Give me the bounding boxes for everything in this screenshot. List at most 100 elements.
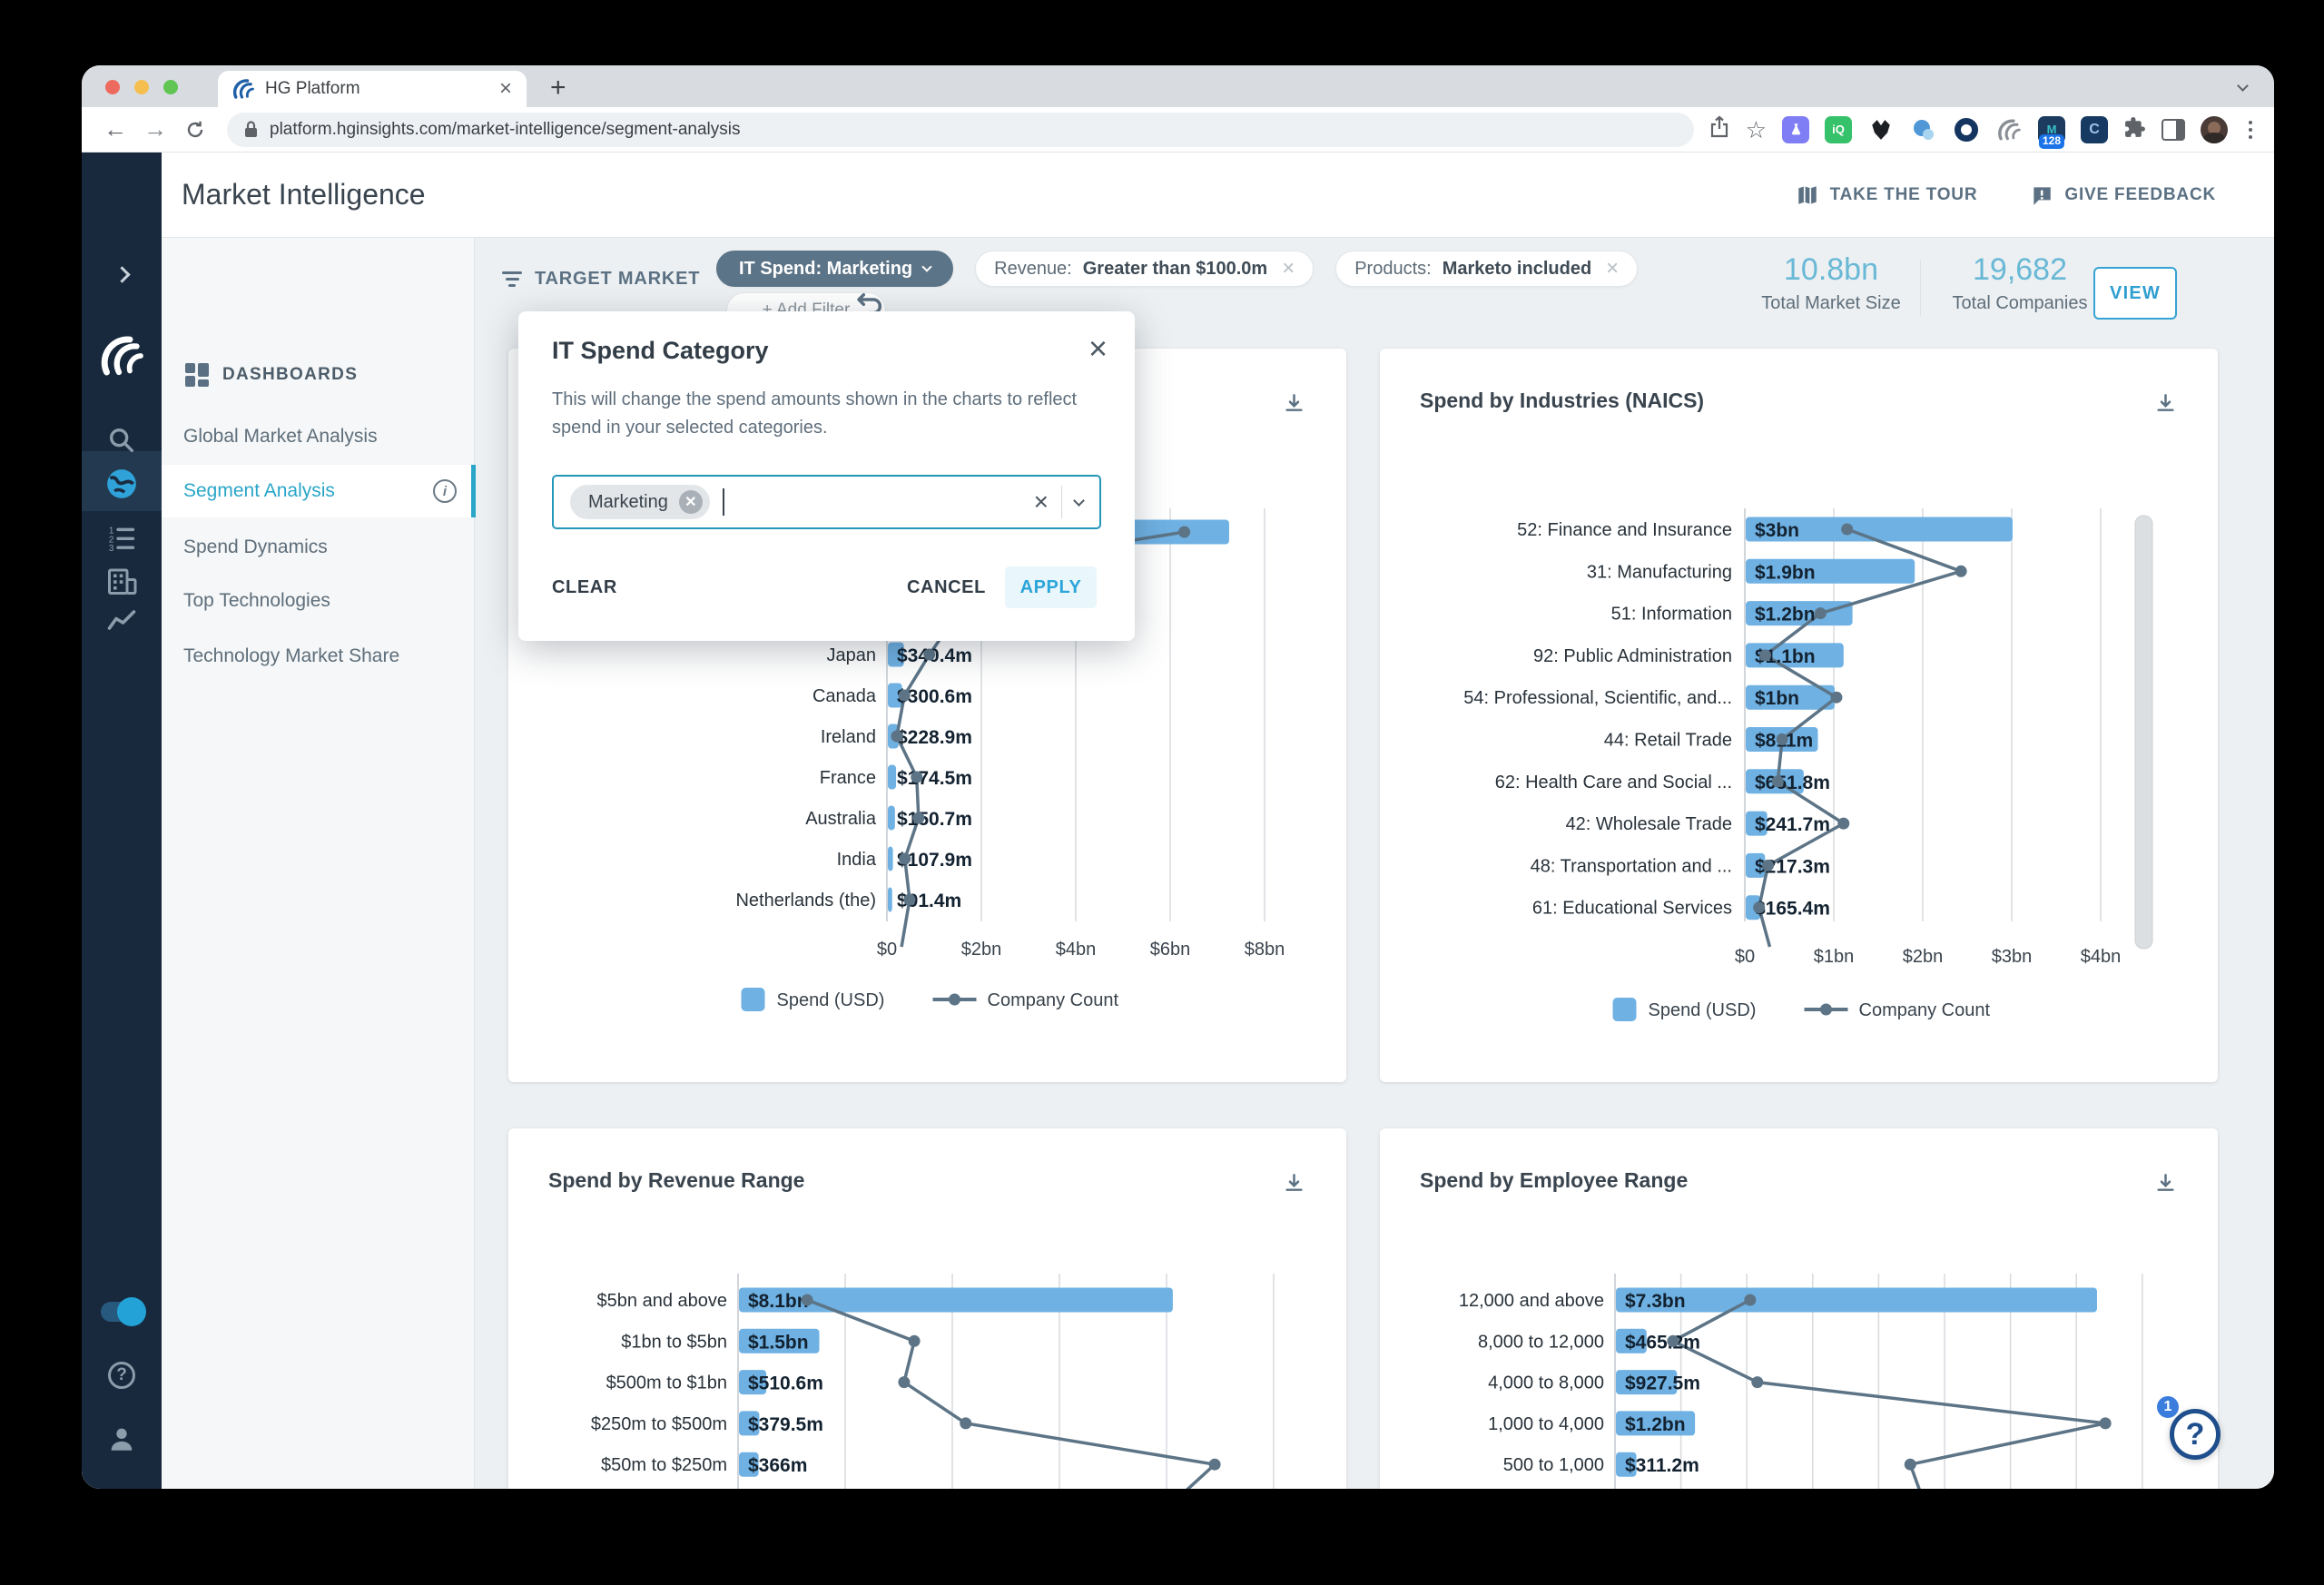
remove-filter-icon[interactable]: × [1282,256,1295,281]
side-panel-icon[interactable] [2162,118,2185,141]
spend-value-label: $366m [748,1455,807,1476]
extension-hg-icon[interactable] [1995,116,2023,143]
extension-iq-icon[interactable]: iQ [1825,115,1852,143]
category-label: $250m to $500m [591,1414,727,1434]
user-icon[interactable] [82,1423,162,1454]
dialog-title: IT Spend Category [552,337,769,364]
help-icon[interactable]: ? [82,1362,162,1389]
spend-bar [888,805,895,831]
company-count-dot [923,648,936,661]
company-count-dot [903,893,916,906]
chevron-down-icon[interactable] [921,261,932,272]
help-widget-button[interactable]: ? [2170,1409,2221,1460]
chart-title: Spend by Revenue Range [548,1168,805,1192]
share-icon[interactable] [1709,115,1730,143]
globe-icon[interactable] [82,467,162,501]
toggle-switch[interactable] [82,1297,162,1326]
x-axis-tick: $8bn [1245,940,1285,960]
spend-value-label: $217.3m [1755,856,1830,877]
company-count-dot [898,689,911,702]
filter-chip-products-[interactable]: Products: Marketo included × [1335,251,1639,287]
spend-bar [888,642,904,667]
category-select-input[interactable]: Marketing ✕ × [552,475,1101,529]
new-tab-button[interactable]: + [550,73,566,103]
chart-scrollbar[interactable] [2134,515,2153,950]
filter-chip-it-spend-marketing[interactable]: IT Spend: Marketing [716,251,954,287]
numbered-list-icon[interactable]: 1 2 3 [82,523,162,554]
category-label: 8,000 to 12,000 [1478,1332,1604,1352]
clear-button[interactable]: CLEAR [552,577,617,597]
filter-chip-revenue-[interactable]: Revenue: Greater than $100.0m × [975,251,1315,287]
address-bar[interactable]: platform.hginsights.com/market-intellige… [227,112,1694,147]
info-icon[interactable]: i [433,479,457,503]
view-button[interactable]: VIEW [2093,267,2177,320]
clear-input-icon[interactable]: × [1033,487,1049,516]
extension-c-icon[interactable]: C [2081,115,2108,143]
browser-tab[interactable]: HG Platform × [218,71,527,107]
spend-value-label: $1bn [1755,688,1799,709]
zoom-window-button[interactable] [163,80,178,94]
spend-bar [888,683,902,708]
x-axis-tick: $4bn [2081,947,2122,967]
chevron-down-icon[interactable] [1073,494,1085,507]
extension-ring-icon[interactable] [1953,116,1980,143]
close-icon[interactable]: × [1088,330,1108,367]
spend-value-label: $241.7m [1755,814,1830,835]
minimize-window-button[interactable] [134,80,149,94]
company-icon[interactable] [82,565,162,597]
profile-avatar[interactable] [2201,115,2228,143]
close-window-button[interactable] [105,80,120,94]
sidebar-item-global-market-analysis[interactable]: Global Market Analysis [162,410,475,463]
it-spend-category-dialog: IT Spend Category × This will change the… [518,311,1135,641]
apply-button[interactable]: APPLY [1005,566,1097,608]
filter-chips: IT Spend: Marketing Revenue: Greater than … [716,251,1639,287]
trend-icon[interactable] [82,606,162,639]
spend-value-label: $174.5m [897,768,972,789]
category-label: 51: Information [1611,605,1732,625]
company-count-dot [1814,607,1827,620]
x-axis-tick: $6bn [1150,940,1191,960]
spend-bar [739,1411,760,1436]
extension-128-icon[interactable]: M 128 [2038,115,2065,149]
download-icon[interactable] [1282,392,1306,421]
sidebar-item-segment-analysis[interactable]: Segment Analysis i [162,465,476,517]
sidebar-item-top-technologies[interactable]: Top Technologies [162,575,475,627]
back-button[interactable]: ← [103,115,127,143]
spend-bar [1746,684,1835,710]
extensions-puzzle-icon[interactable] [2123,116,2146,143]
browser-toolbar: ← → platform.hginsights.com/market-intel… [82,107,2274,153]
spend-bar [739,1452,759,1477]
extension-chat-icon[interactable] [1910,116,1937,143]
spend-bar [1616,1287,2097,1313]
extension-flask-icon[interactable] [1782,115,1809,143]
download-icon[interactable] [2153,1172,2178,1201]
remove-filter-icon[interactable]: × [1606,256,1620,281]
expand-sidebar-button[interactable] [82,266,162,283]
extension-wolf-icon[interactable] [1867,116,1895,143]
company-count-dot [1830,691,1843,704]
spend-bar [1746,811,1768,836]
tab-close-icon[interactable]: × [498,76,512,101]
target-market-label-group[interactable]: TARGET MARKET [502,269,700,290]
overflow-menu-icon[interactable] [2243,120,2258,139]
window-controls[interactable] [105,80,178,94]
cancel-button[interactable]: CANCEL [907,577,986,597]
search-icon[interactable] [82,425,162,456]
spend-value-label: $1.1bn [1755,646,1816,667]
category-label: $1bn to $5bn [621,1332,727,1352]
hg-logo-icon[interactable] [82,334,162,378]
sidebar-item-spend-dynamics[interactable]: Spend Dynamics [162,521,475,574]
give-feedback-button[interactable]: GIVE FEEDBACK [2030,183,2216,207]
tab-search-icon[interactable] [2237,78,2249,94]
chip-label: IT Spend: Marketing [739,258,913,279]
take-the-tour-button[interactable]: TAKE THE TOUR [1796,183,1978,207]
remove-chip-icon[interactable]: ✕ [678,490,703,514]
category-label: 42: Wholesale Trade [1566,814,1732,834]
reload-button[interactable] [178,113,212,147]
bookmark-icon[interactable]: ☆ [1745,115,1767,143]
sidebar-item-technology-market-share[interactable]: Technology Market Share [162,630,475,683]
spend-value-label: $311.2m [1625,1455,1699,1476]
forward-button[interactable]: → [143,115,167,143]
download-icon[interactable] [2153,392,2178,421]
download-icon[interactable] [1282,1172,1306,1201]
